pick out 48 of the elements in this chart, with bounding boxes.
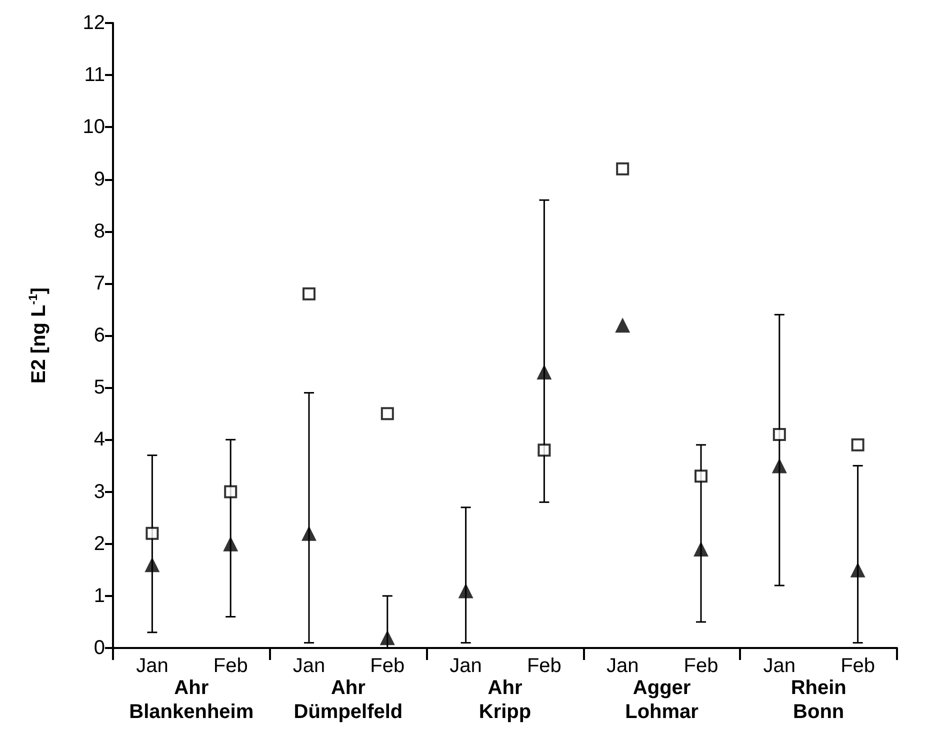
point <box>302 526 316 541</box>
point <box>223 536 238 552</box>
point <box>772 458 787 474</box>
y-tick-label: 1 <box>94 584 105 607</box>
y-tick-label: 7 <box>94 272 105 294</box>
y-tick-label: 9 <box>94 168 105 190</box>
point <box>850 562 866 578</box>
point <box>851 438 864 452</box>
x-tick-label: Feb <box>684 655 718 677</box>
x-tick-label: Jan <box>292 655 326 677</box>
x-tick-label: Jan <box>450 655 482 677</box>
point <box>224 485 238 498</box>
point <box>616 162 630 176</box>
point <box>380 630 395 646</box>
text: Rhein Bonn <box>790 677 846 723</box>
point <box>772 428 786 441</box>
text: Ahr Blankenheim <box>129 677 254 723</box>
y-tick-label: 10 <box>82 116 105 138</box>
x-tick-label: Jan <box>606 655 639 677</box>
y-tick-label: 5 <box>94 376 105 399</box>
x-tick-label: Feb <box>840 655 876 677</box>
point <box>380 407 394 420</box>
x-tick-label: Feb <box>370 655 405 677</box>
point <box>144 557 160 572</box>
point <box>694 542 708 557</box>
y-tick-label: 11 <box>84 64 105 86</box>
point <box>536 364 552 380</box>
y-tick-label: 2 <box>94 532 105 555</box>
y-axis-title: E2 [ng L-1] <box>26 287 50 384</box>
text: Ahr Kripp <box>478 677 532 723</box>
point <box>458 583 474 598</box>
point <box>146 526 159 540</box>
point <box>538 444 551 457</box>
text: Ahr Dümpelfeld <box>294 677 403 723</box>
y-tick-label: 6 <box>94 324 105 346</box>
point <box>302 287 316 300</box>
y-tick-label: 3 <box>94 480 105 503</box>
text: Agger Lohmar <box>625 677 699 723</box>
point <box>615 318 630 333</box>
x-tick-label: Feb <box>526 655 562 677</box>
point <box>694 470 708 483</box>
x-tick-label: Jan <box>136 655 168 677</box>
y-tick-label: 12 <box>82 12 105 34</box>
x-tick-label: Jan <box>763 655 796 677</box>
x-tick-label: Feb <box>213 655 248 677</box>
y-tick-label: 8 <box>94 220 105 242</box>
y-tick-label: 0 <box>94 637 105 659</box>
y-tick-label: 4 <box>94 428 105 451</box>
